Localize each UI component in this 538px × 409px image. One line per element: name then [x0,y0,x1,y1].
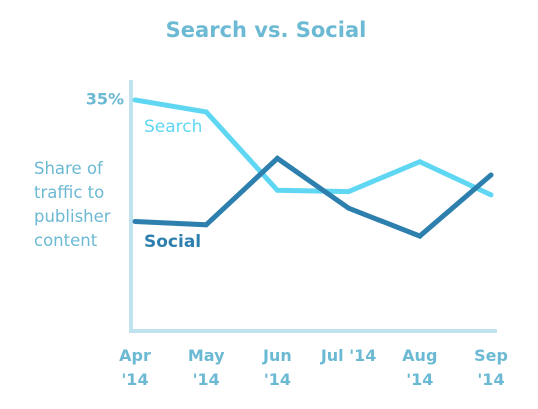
y-axis-label-line: Share of [34,159,104,178]
data-point-search [203,109,209,115]
y-axis-label-line: publisher [34,207,111,226]
data-point-social [346,205,352,211]
y-axis-label-line: traffic to [34,183,104,202]
x-tick-label: May [188,346,225,365]
data-point-search [488,192,494,198]
series-labels: Search Social [144,117,202,252]
y-tick-label: 35% [86,90,124,109]
data-point-social [417,233,423,239]
x-tick-label: Apr [119,346,151,365]
data-point-social [488,172,494,178]
data-point-search [417,159,423,165]
data-point-social [203,222,209,228]
x-axis-ticks: Apr '14 May '14 Jun '14 Jul '14 Aug '14 Sep '14 [119,346,508,389]
series-line-social [134,155,493,239]
x-tick-label-year: '14 [406,370,433,389]
series-lines [132,97,494,239]
series-label-social: Social [144,232,201,252]
series-line-search [134,97,493,198]
chart-title: Search vs. Social [166,18,367,42]
data-point-search [132,97,138,103]
data-point-social [132,218,138,224]
x-tick-label-year: '14 [264,370,291,389]
y-axis-ticks: 35% [86,90,124,109]
y-axis-label-line: content [34,231,98,250]
data-point-search [346,189,352,195]
x-tick-label: Sep [474,346,508,365]
y-axis-label: Share of traffic to publisher content [34,159,111,250]
x-tick-label: Jul '14 [320,346,377,365]
data-point-search [274,187,280,193]
x-tick-label-year: '14 [121,370,148,389]
series-label-search: Search [144,117,202,137]
x-tick-label-year: '14 [477,370,504,389]
x-tick-label: Aug [402,346,437,365]
data-point-social [274,155,280,161]
x-tick-label: Jun [262,346,292,365]
x-tick-label-year: '14 [193,370,220,389]
